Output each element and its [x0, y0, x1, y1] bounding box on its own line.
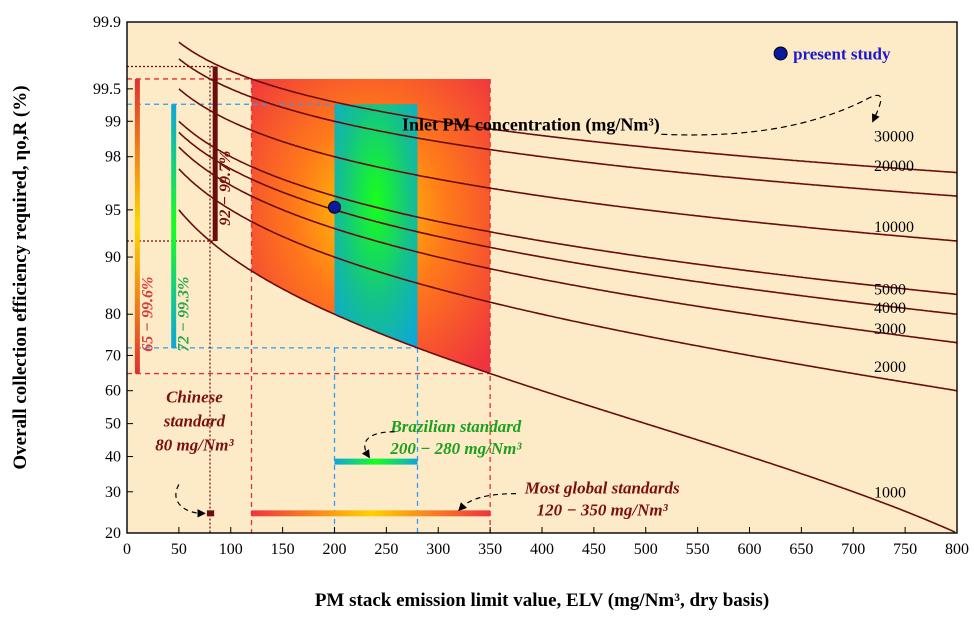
range-label-2: 72 − 99.3%: [176, 277, 193, 352]
x-tick-label-500: 500: [634, 541, 658, 558]
curve-label-10000: 10000: [874, 219, 914, 236]
x-tick-label-150: 150: [271, 541, 295, 558]
y-tick-label-70: 70: [105, 347, 121, 364]
legend-marker: [773, 46, 788, 61]
bar-most-global: [251, 510, 491, 517]
x-tick-label-0: 0: [123, 541, 131, 558]
x-tick-label-200: 200: [323, 541, 347, 558]
curve-label-1000: 1000: [874, 484, 906, 501]
y-tick-label-50: 50: [105, 416, 121, 433]
brazilian-annotation-line-2: 200 − 280 mg/Nm³: [389, 439, 522, 458]
x-tick-label-250: 250: [374, 541, 398, 558]
curve-label-3000: 3000: [874, 321, 906, 338]
chinese-arrow: [175, 484, 206, 518]
x-tick-label-100: 100: [219, 541, 243, 558]
bar-chinese: [206, 510, 215, 517]
global-annotation-line-2: 120 − 350 mg/Nm³: [537, 501, 669, 520]
global-annotation-line-1: Most global standards: [524, 479, 680, 498]
x-tick-label-800: 800: [945, 541, 969, 558]
curve-1000: [178, 209, 956, 533]
brazilian-annotation-line-1: Brazilian standard: [389, 417, 521, 436]
x-tick-label-600: 600: [738, 541, 762, 558]
x-tick-label-650: 650: [789, 541, 813, 558]
chinese-annotation-line-3: 80 mg/Nm³: [155, 435, 234, 454]
x-tick-label-750: 750: [893, 541, 917, 558]
curve-30000: [178, 41, 958, 174]
x-tick-label-700: 700: [841, 541, 865, 558]
present-study-point: [328, 200, 341, 214]
inlet-concentration-title: Inlet PM concentration (mg/Nm³): [402, 114, 660, 135]
curve-label-5000: 5000: [874, 281, 906, 298]
x-tick-label-50: 50: [171, 541, 187, 558]
x-tick-label-400: 400: [530, 541, 554, 558]
range-bar-3: [212, 66, 218, 242]
curve-2000: [178, 168, 958, 392]
range-bar-1: [134, 78, 140, 374]
x-tick-label-300: 300: [426, 541, 450, 558]
range-label-3: 92 − 99.7%: [217, 151, 234, 226]
y-tick-label-99.5: 99.5: [93, 81, 121, 98]
range-label-1: 65 − 99.6%: [139, 277, 156, 352]
x-tick-label-450: 450: [582, 541, 606, 558]
y-tick-label-20: 20: [105, 525, 121, 542]
chinese-annotation-line-2: standard: [163, 411, 226, 430]
y-tick-label-98: 98: [105, 149, 121, 166]
y-tick-label-99.9: 99.9: [93, 14, 121, 31]
curve-label-30000: 30000: [874, 129, 914, 146]
x-axis-title: PM stack emission limit value, ELV (mg/N…: [315, 590, 769, 611]
legend-label: present study: [793, 44, 891, 63]
range-bar-2: [171, 104, 177, 348]
region-brazilian-standard: [334, 104, 418, 348]
curve-label-20000: 20000: [874, 158, 914, 175]
y-tick-label-95: 95: [105, 202, 121, 219]
curve-20000: [178, 58, 958, 197]
x-tick-label-550: 550: [686, 541, 710, 558]
y-tick-label-40: 40: [105, 449, 121, 466]
curve-label-2000: 2000: [874, 359, 906, 376]
y-axis-title: Overall collection efficiency required, …: [10, 85, 31, 469]
y-tick-label-30: 30: [105, 484, 121, 501]
y-tick-label-99: 99: [105, 113, 121, 130]
y-tick-label-60: 60: [105, 383, 121, 400]
bar-brazilian: [334, 458, 418, 465]
chinese-annotation-line-1: Chinese: [166, 387, 223, 406]
curve-3000: [178, 146, 958, 344]
curve-5000: [178, 120, 958, 296]
global-arrow: [458, 493, 517, 512]
curve-10000: [178, 88, 958, 242]
curve-label-4000: 4000: [874, 300, 906, 317]
curve-4000: [178, 131, 958, 315]
x-tick-label-350: 350: [478, 541, 502, 558]
brazilian-arrow: [361, 431, 395, 459]
y-tick-label-80: 80: [105, 306, 121, 323]
y-tick-label-90: 90: [105, 249, 121, 266]
